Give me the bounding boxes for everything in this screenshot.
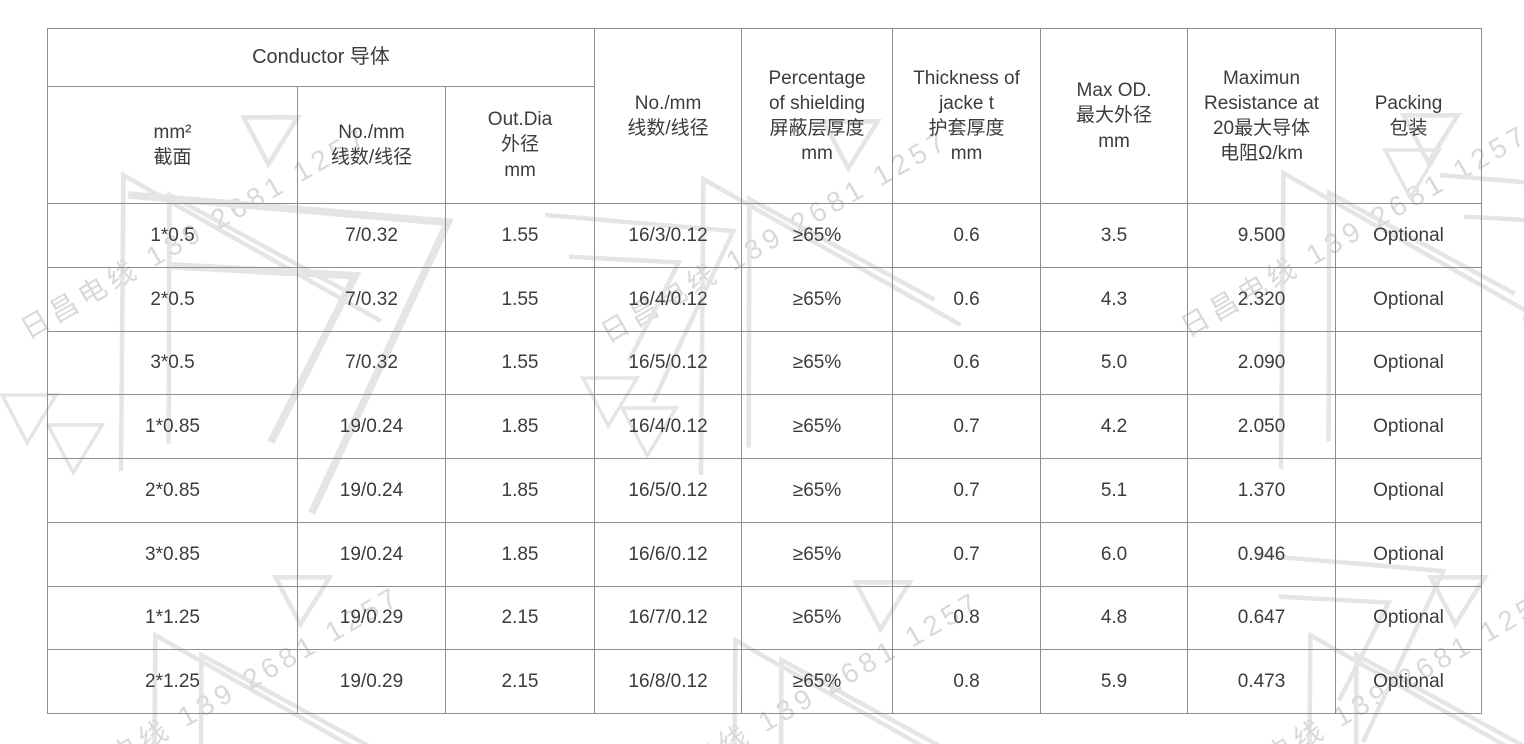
table-header: Conductor 导体 No./mm 线数/线径 Percentage of … — [46, 28, 1483, 204]
table-cell: 1.55 — [444, 203, 596, 268]
table-cell: ≥65% — [741, 203, 894, 268]
col-header-packing: Packing 包装 — [1335, 28, 1483, 204]
table-cell: 2.15 — [444, 585, 596, 651]
table-cell: 0.647 — [1187, 585, 1337, 651]
table-row: 2*0.5 7/0.32 1.55 16/4/0.12 ≥65% 0.6 4.3… — [47, 266, 1483, 332]
table-cell: 2*1.25 — [47, 649, 298, 714]
table-row: 1*0.5 7/0.32 1.55 16/3/0.12 ≥65% 0.6 3.5… — [47, 203, 1483, 268]
table-cell: Optional — [1335, 521, 1483, 587]
table-cell: 4.8 — [1040, 585, 1189, 651]
table-cell: 7/0.32 — [297, 203, 446, 268]
table-cell: 5.1 — [1040, 458, 1189, 523]
table-cell: 2.050 — [1187, 394, 1337, 459]
table-cell: 5.9 — [1040, 649, 1189, 714]
table-cell: 16/5/0.12 — [594, 330, 743, 396]
col-header-shielding: Percentage of shielding 屏蔽层厚度 mm — [741, 28, 894, 204]
table-row: 3*0.85 19/0.24 1.85 16/6/0.12 ≥65% 0.7 6… — [47, 521, 1483, 587]
table-row: 2*1.25 19/0.29 2.15 16/8/0.12 ≥65% 0.8 5… — [47, 649, 1483, 714]
table-cell: ≥65% — [741, 649, 894, 714]
table-cell: 5.0 — [1040, 330, 1189, 396]
table-cell: ≥65% — [741, 458, 894, 523]
table-cell: Optional — [1335, 585, 1483, 651]
table-cell: 1.55 — [444, 330, 596, 396]
table-cell: 0.7 — [892, 458, 1042, 523]
table-cell: 0.473 — [1187, 649, 1337, 714]
table-cell: 0.8 — [892, 649, 1042, 714]
table-cell: ≥65% — [741, 521, 894, 587]
table-cell: 19/0.24 — [297, 521, 446, 587]
col-header-resistance: Maximun Resistance at 20最大导体 电阻Ω/km — [1187, 28, 1337, 204]
table-cell: 16/3/0.12 — [594, 203, 743, 268]
table-cell: 1*0.85 — [47, 394, 298, 459]
table-cell: ≥65% — [741, 330, 894, 396]
table-cell: ≥65% — [741, 394, 894, 459]
header-row-group: Conductor 导体 No./mm 线数/线径 Percentage of … — [46, 28, 1483, 204]
table-cell: 19/0.29 — [297, 585, 446, 651]
table-cell: 7/0.32 — [297, 266, 446, 332]
table-cell: 3*0.5 — [47, 330, 298, 396]
table-cell: 9.500 — [1187, 203, 1337, 268]
table-cell: 0.6 — [892, 330, 1042, 396]
table-cell: 0.8 — [892, 585, 1042, 651]
table-cell: 6.0 — [1040, 521, 1189, 587]
table-cell: 1.55 — [444, 266, 596, 332]
table-row: 1*0.85 19/0.24 1.85 16/4/0.12 ≥65% 0.7 4… — [47, 394, 1483, 459]
table-cell: 1*1.25 — [47, 585, 298, 651]
table-cell: 16/7/0.12 — [594, 585, 743, 651]
table-cell: 7/0.32 — [297, 330, 446, 396]
table-cell: Optional — [1335, 649, 1483, 714]
table-cell: 1.85 — [444, 521, 596, 587]
table-cell: 19/0.24 — [297, 394, 446, 459]
table-cell: 0.6 — [892, 203, 1042, 268]
table-body: 1*0.5 7/0.32 1.55 16/3/0.12 ≥65% 0.6 3.5… — [47, 203, 1483, 714]
col-header-out-dia: Out.Dia 外径 mm — [444, 86, 596, 204]
table-cell: Optional — [1335, 266, 1483, 332]
table-cell: 16/8/0.12 — [594, 649, 743, 714]
table-cell: 0.946 — [1187, 521, 1337, 587]
table-cell: 0.6 — [892, 266, 1042, 332]
table-cell: 4.2 — [1040, 394, 1189, 459]
table-cell: Optional — [1335, 203, 1483, 268]
table-cell: 1.85 — [444, 394, 596, 459]
table-cell: 2.15 — [444, 649, 596, 714]
table-cell: 0.7 — [892, 394, 1042, 459]
table-cell: 2*0.5 — [47, 266, 298, 332]
col-header-max-od: Max OD. 最大外径 mm — [1040, 28, 1189, 204]
table-cell: 16/5/0.12 — [594, 458, 743, 523]
table-cell: 19/0.24 — [297, 458, 446, 523]
table-cell: 16/4/0.12 — [594, 266, 743, 332]
table-cell: Optional — [1335, 394, 1483, 459]
table-cell: 16/6/0.12 — [594, 521, 743, 587]
col-header-conductor-group: Conductor 导体 — [46, 28, 596, 87]
col-header-no-mm: No./mm 线数/线径 — [594, 28, 743, 204]
table-cell: 3*0.85 — [47, 521, 298, 587]
table-cell: 0.7 — [892, 521, 1042, 587]
table-cell: 2*0.85 — [47, 458, 298, 523]
table-cell: 16/4/0.12 — [594, 394, 743, 459]
table-cell: 2.320 — [1187, 266, 1337, 332]
table-cell: 19/0.29 — [297, 649, 446, 714]
spec-table: Conductor 导体 No./mm 线数/线径 Percentage of … — [46, 28, 1483, 714]
table-cell: 1.85 — [444, 458, 596, 523]
col-header-size: mm² 截面 — [47, 86, 298, 204]
table-cell: ≥65% — [741, 266, 894, 332]
table-cell: 1.370 — [1187, 458, 1337, 523]
table-row: 2*0.85 19/0.24 1.85 16/5/0.12 ≥65% 0.7 5… — [47, 458, 1483, 523]
table-row: 3*0.5 7/0.32 1.55 16/5/0.12 ≥65% 0.6 5.0… — [47, 330, 1483, 396]
table-cell: 1*0.5 — [47, 203, 298, 268]
col-header-jacket: Thickness of jacke t 护套厚度 mm — [892, 28, 1042, 204]
table-cell: Optional — [1335, 458, 1483, 523]
table-cell: 3.5 — [1040, 203, 1189, 268]
table-cell: Optional — [1335, 330, 1483, 396]
table-cell: 2.090 — [1187, 330, 1337, 396]
table-cell: ≥65% — [741, 585, 894, 651]
col-header-conductor-no-mm: No./mm 线数/线径 — [297, 86, 446, 204]
table-cell: 4.3 — [1040, 266, 1189, 332]
table-row: 1*1.25 19/0.29 2.15 16/7/0.12 ≥65% 0.8 4… — [47, 585, 1483, 651]
